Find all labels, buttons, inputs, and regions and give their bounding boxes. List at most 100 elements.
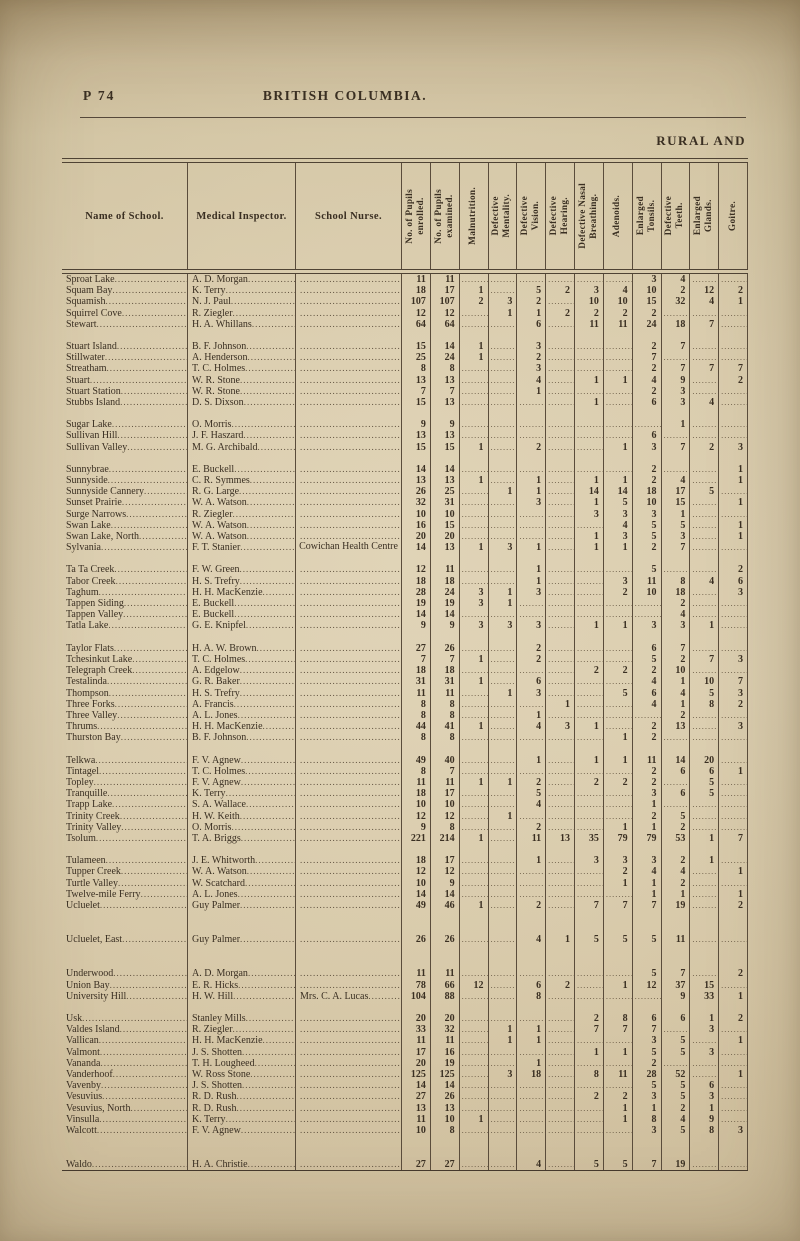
dot-leader — [115, 699, 187, 710]
value-cell: 2 — [633, 385, 662, 398]
school-name: Taghum — [66, 586, 99, 598]
inspection-table: Name of School. Medical Inspector. Schoo… — [62, 158, 748, 1172]
value-cell: 9 — [431, 877, 460, 889]
value-cell — [460, 274, 489, 286]
value-cell: 1 — [517, 486, 547, 498]
dot-leader — [300, 766, 401, 777]
value-cell — [546, 1125, 575, 1137]
inspector-name: W. R. Stone — [192, 385, 240, 397]
value-cell: 5 — [633, 1046, 662, 1058]
dot-leader — [234, 464, 295, 475]
value-cell: 3 — [690, 1024, 720, 1036]
value-cell — [719, 486, 748, 498]
value-cell — [662, 732, 691, 744]
value-cell: 2 — [662, 709, 691, 722]
value-cell: 18 — [402, 665, 431, 677]
school-name: Usk — [66, 1012, 83, 1024]
inspector-name: A. Edgelow — [192, 665, 240, 677]
nurse-cell — [296, 497, 402, 509]
value-cell — [690, 1159, 720, 1171]
value-cell: 11 — [517, 832, 547, 845]
value-cell — [489, 832, 518, 845]
inspector-name: M. G. Archibald — [192, 441, 258, 453]
inspector-name: R. Ziegler — [192, 307, 233, 319]
value-cell — [604, 564, 633, 576]
inspector-cell: A. L. Jones — [188, 888, 296, 900]
value-cell: 1 — [662, 888, 691, 900]
value-cell: 18 — [402, 575, 431, 587]
inspector-name: W. A. Watson — [192, 531, 247, 543]
school-name-cell: Walcott — [62, 1125, 188, 1137]
dot-leader — [300, 710, 401, 721]
school-name: Stillwater — [66, 352, 105, 364]
school-name: Walcott — [66, 1125, 97, 1136]
value-cell — [546, 676, 575, 688]
value-cell: 27 — [402, 1159, 431, 1171]
value-cell: 19 — [662, 1159, 691, 1171]
dot-leader — [226, 285, 295, 296]
value-cell — [460, 732, 489, 744]
value-cell — [575, 877, 604, 889]
value-cell: 1 — [633, 821, 662, 833]
value-cell — [575, 676, 604, 688]
value-cell: 49 — [402, 899, 431, 912]
value-cell — [460, 397, 489, 409]
school-name-cell: Tappen Valley — [62, 609, 188, 621]
value-cell — [575, 709, 604, 722]
value-cell — [690, 307, 720, 319]
school-name: Sproat Lake — [66, 274, 115, 285]
value-cell — [460, 374, 489, 386]
value-cell: 14 — [431, 463, 460, 476]
nurse-cell — [296, 855, 402, 867]
value-cell — [546, 363, 575, 375]
inspector-name: S. A. Wallace — [192, 799, 246, 811]
value-cell — [460, 709, 489, 722]
col-header-inspector: Medical Inspector. — [188, 163, 296, 269]
value-cell — [489, 866, 518, 878]
value-cell — [690, 877, 720, 889]
dot-leader — [121, 732, 187, 743]
school-name: Taylor Flats — [66, 642, 114, 654]
value-cell — [719, 1024, 748, 1036]
value-cell — [719, 508, 748, 520]
value-cell — [546, 968, 575, 980]
corner-label: RURAL AND — [656, 133, 746, 148]
value-cell: 17 — [402, 1046, 431, 1058]
value-cell — [460, 419, 489, 431]
value-cell: 2 — [633, 363, 662, 375]
value-cell: 1 — [604, 821, 633, 833]
inspector-name: H. H. MacKenzie — [192, 586, 263, 598]
school-name: Trinity Creek — [66, 810, 120, 822]
value-cell: 7 — [719, 363, 748, 375]
value-cell — [604, 430, 633, 442]
value-cell: 15 — [431, 519, 460, 532]
dot-leader — [233, 991, 295, 1002]
value-cell: 1 — [489, 687, 518, 699]
value-cell — [460, 888, 489, 900]
dot-leader — [127, 442, 187, 453]
value-cell — [517, 598, 547, 610]
value-cell: 66 — [431, 979, 460, 991]
dot-leader — [300, 308, 401, 319]
value-cell — [690, 385, 720, 398]
value-cell — [546, 1012, 575, 1025]
value-cell: 1 — [575, 397, 604, 409]
school-name: Tulameen — [66, 855, 106, 867]
school-name-cell: Ucluelet — [62, 899, 188, 912]
value-cell: 12 — [690, 285, 720, 297]
inspector-cell: W. A. Watson — [188, 531, 296, 543]
value-cell: 27 — [431, 1159, 460, 1171]
school-name-cell: Telkwa — [62, 754, 188, 766]
value-cell — [489, 642, 518, 654]
value-cell: 12 — [460, 979, 489, 991]
value-cell: 18 — [402, 855, 431, 867]
dot-leader — [245, 363, 295, 374]
value-cell — [489, 788, 518, 800]
dot-leader — [300, 464, 401, 475]
school-name-cell: Twelve-mile Ferry — [62, 888, 188, 900]
value-cell: 31 — [431, 497, 460, 509]
value-cell — [489, 899, 518, 912]
value-cell: 1 — [719, 888, 748, 900]
table-row: TintagelT. C. Holmes872661 — [62, 765, 748, 777]
value-cell — [719, 665, 748, 677]
